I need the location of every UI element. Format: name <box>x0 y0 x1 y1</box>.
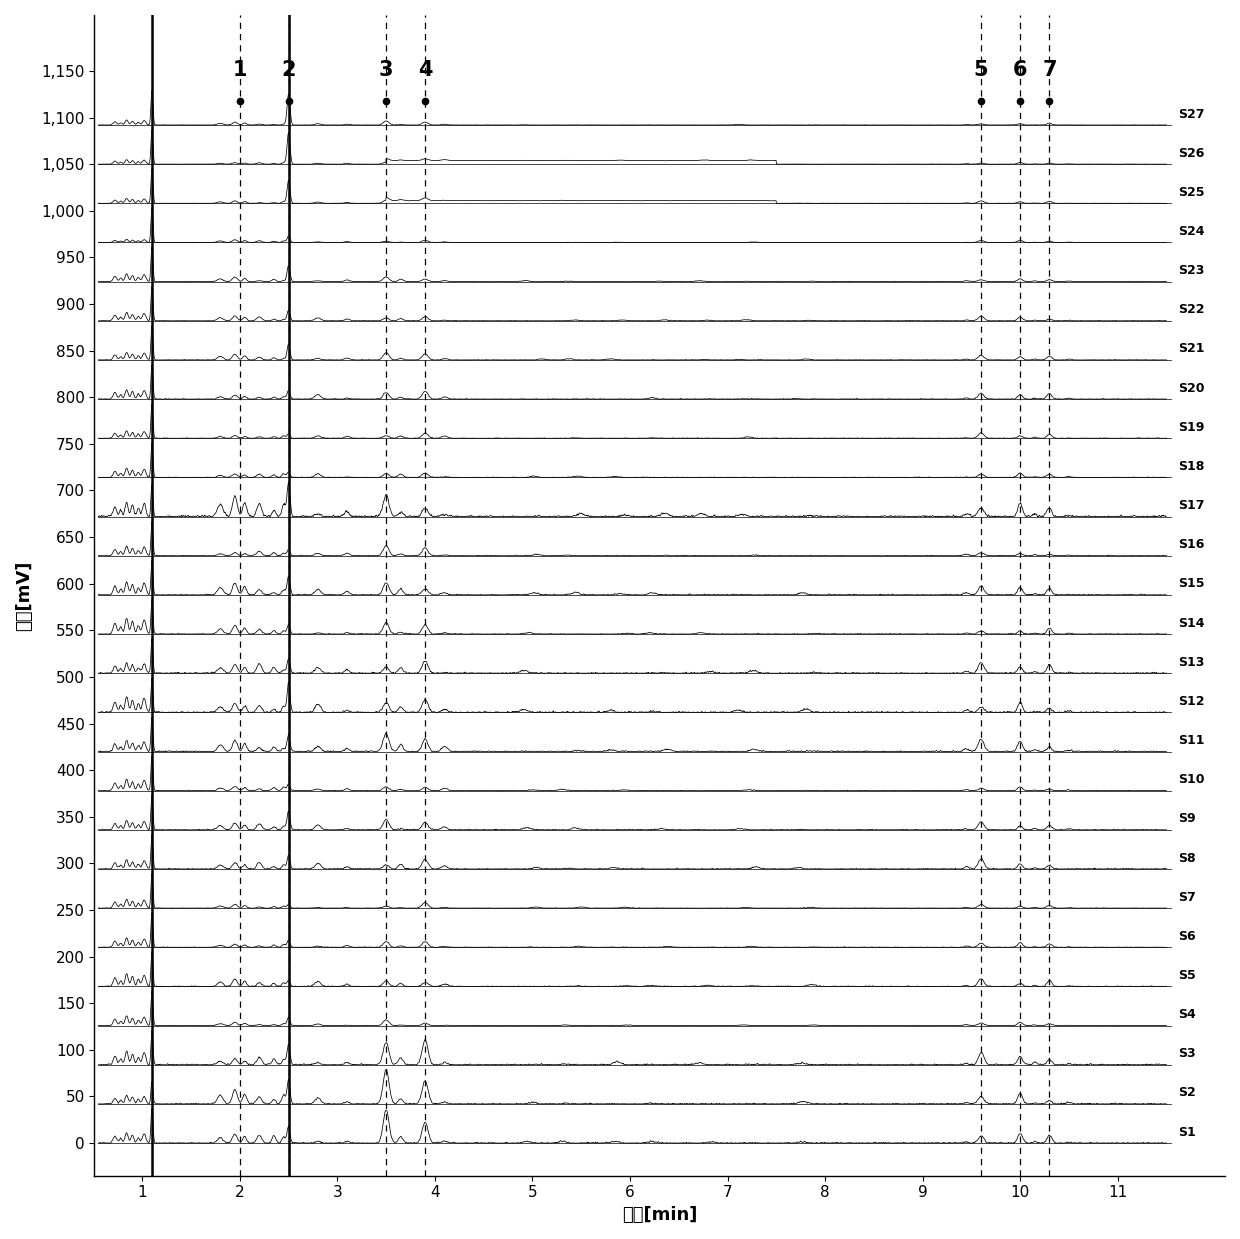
Text: S7: S7 <box>1178 891 1195 903</box>
Text: S16: S16 <box>1178 538 1204 551</box>
Text: 1: 1 <box>233 59 247 81</box>
Text: 4: 4 <box>418 59 433 81</box>
X-axis label: 时间[min]: 时间[min] <box>622 1206 697 1224</box>
Text: S24: S24 <box>1178 225 1205 238</box>
Text: S11: S11 <box>1178 733 1205 747</box>
Y-axis label: 信号[mV]: 信号[mV] <box>15 560 33 631</box>
Text: S4: S4 <box>1178 1009 1195 1021</box>
Text: S18: S18 <box>1178 460 1204 473</box>
Text: S13: S13 <box>1178 655 1204 669</box>
Text: 3: 3 <box>379 59 393 81</box>
Text: S22: S22 <box>1178 304 1205 316</box>
Text: S3: S3 <box>1178 1047 1195 1061</box>
Text: S15: S15 <box>1178 577 1205 591</box>
Text: S26: S26 <box>1178 146 1204 160</box>
Text: S9: S9 <box>1178 813 1195 825</box>
Text: 5: 5 <box>973 59 988 81</box>
Text: S20: S20 <box>1178 382 1205 395</box>
Text: S17: S17 <box>1178 499 1205 512</box>
Text: 7: 7 <box>1042 59 1056 81</box>
Text: S12: S12 <box>1178 695 1205 707</box>
Text: 6: 6 <box>1013 59 1028 81</box>
Text: S19: S19 <box>1178 421 1204 434</box>
Text: S2: S2 <box>1178 1087 1195 1099</box>
Text: S8: S8 <box>1178 851 1195 865</box>
Text: S27: S27 <box>1178 108 1205 120</box>
Text: S5: S5 <box>1178 969 1195 983</box>
Text: S10: S10 <box>1178 773 1205 787</box>
Text: 2: 2 <box>281 59 296 81</box>
Text: S6: S6 <box>1178 929 1195 943</box>
Text: S21: S21 <box>1178 342 1205 356</box>
Text: S14: S14 <box>1178 617 1205 629</box>
Text: S23: S23 <box>1178 264 1204 278</box>
Text: S25: S25 <box>1178 186 1205 199</box>
Text: S1: S1 <box>1178 1125 1195 1139</box>
